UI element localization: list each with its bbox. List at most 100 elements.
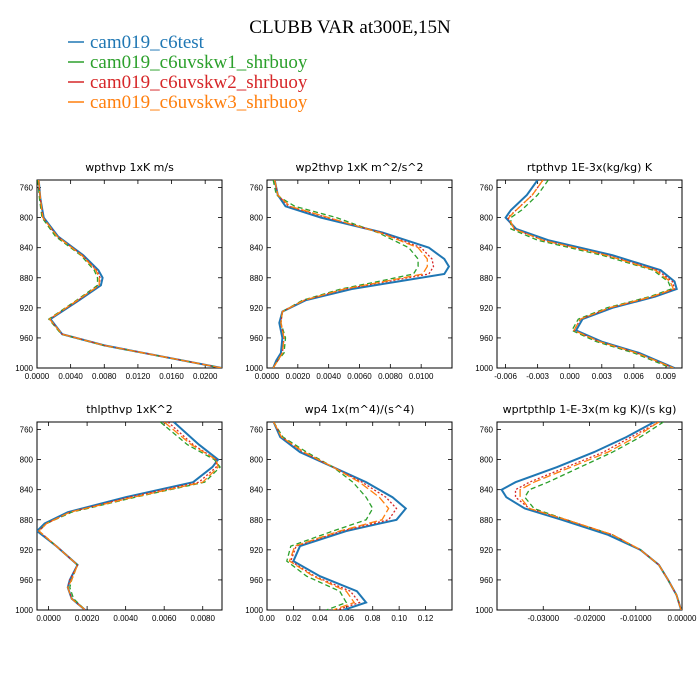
x-tick-label: -0.03000 [527, 614, 559, 623]
series-line [272, 422, 408, 610]
x-tick-label: 0.0200 [193, 372, 218, 381]
x-tick-label: 0.006 [624, 372, 645, 381]
series-line [37, 422, 219, 610]
panel-title: wp4 1x(m^4)/(s^4) [305, 403, 415, 416]
y-tick-label: 1000 [15, 364, 33, 373]
x-tick-label: 0.0060 [347, 372, 372, 381]
x-tick-label: 0.0040 [113, 614, 138, 623]
y-tick-label: 760 [250, 426, 264, 435]
x-tick-label: 0.02 [286, 614, 302, 623]
x-tick-label: -0.006 [494, 372, 517, 381]
y-tick-label: 760 [250, 184, 264, 193]
plot-frame [36, 179, 223, 369]
legend-label: cam019_c6test [90, 32, 205, 53]
x-tick-label: 0.0020 [286, 372, 311, 381]
series-line [272, 180, 451, 368]
y-tick-label: 960 [250, 576, 264, 585]
panel: wp4 1x(m^4)/(s^4)76080084088092096010000… [245, 403, 453, 623]
y-tick-label: 800 [250, 214, 264, 223]
x-tick-label: 0.0000 [255, 372, 280, 381]
y-tick-label: 960 [480, 334, 494, 343]
y-tick-label: 880 [480, 516, 494, 525]
x-tick-label: 0.04 [312, 614, 328, 623]
x-tick-label: 0.003 [592, 372, 613, 381]
x-tick-label: 0.0080 [92, 372, 117, 381]
y-tick-label: 920 [480, 304, 494, 313]
y-tick-label: 800 [20, 214, 34, 223]
legend-label: cam019_c6uvskw3_shrbuoy [90, 92, 308, 113]
y-tick-label: 920 [480, 546, 494, 555]
panel: rtpthvp 1E-3x(kg/kg) K 760 800 840 880 920 960… [475, 161, 683, 381]
x-tick-label: 0.00000 [668, 614, 697, 623]
y-tick-label: 960 [250, 334, 264, 343]
y-tick-label: 880 [250, 274, 264, 283]
y-tick-label: 760 [480, 184, 494, 193]
series-line [273, 422, 374, 610]
panel: wprtpthlp 1-E-3x(m kg K)/(s kg) 760 800 840… [475, 403, 697, 623]
legend-label: cam019_c6uvskw1_shrbuoy [90, 52, 308, 73]
y-tick-label: 1000 [245, 606, 263, 615]
series-line [37, 422, 221, 610]
series-line [508, 180, 675, 368]
x-tick-label: 0.0120 [126, 372, 151, 381]
x-tick-label: 0.0020 [75, 614, 100, 623]
y-tick-label: 840 [20, 244, 34, 253]
y-tick-label: 760 [20, 184, 34, 193]
y-tick-label: 1000 [15, 606, 33, 615]
x-tick-label: 0.009 [656, 372, 677, 381]
y-tick-label: 800 [480, 456, 494, 465]
y-tick-label: 840 [250, 244, 264, 253]
panel: thlpthvp 1xK^276080084088092096010000.00… [15, 403, 223, 623]
y-tick-label: 800 [480, 214, 494, 223]
series-line [500, 422, 682, 610]
series-line [37, 180, 222, 368]
y-tick-label: 920 [20, 304, 34, 313]
legend: cam019_c6testcam019_c6uvskw1_shrbuoycam0… [68, 32, 308, 113]
y-tick-label: 760 [20, 426, 34, 435]
y-tick-label: 880 [250, 516, 264, 525]
x-tick-label: 0.000 [560, 372, 581, 381]
plot-frame [496, 179, 683, 369]
series-line [38, 180, 222, 368]
x-tick-label: 0.0080 [378, 372, 403, 381]
x-tick-label: 0.08 [365, 614, 381, 623]
y-tick-label: 920 [250, 546, 264, 555]
series-line [37, 422, 217, 610]
y-tick-label: 800 [20, 456, 34, 465]
y-tick-label: 920 [20, 546, 34, 555]
series-line [273, 422, 398, 610]
x-tick-label: 0.0100 [409, 372, 434, 381]
plot-frame [266, 421, 453, 611]
panel-title: wpthvp 1xK m/s [85, 161, 174, 174]
series-line [504, 180, 678, 368]
panel-grid: wpthvp 1xK m/s76080084088092096010000.00… [15, 161, 697, 623]
legend-label: cam019_c6uvskw2_shrbuoy [90, 72, 308, 93]
y-tick-label: 960 [20, 576, 34, 585]
x-tick-label: 0.00 [259, 614, 275, 623]
y-tick-label: 1000 [475, 606, 493, 615]
x-tick-label: 0.12 [418, 614, 434, 623]
panel-title: thlpthvp 1xK^2 [86, 403, 173, 416]
x-tick-label: 0.10 [391, 614, 407, 623]
x-tick-label: 0.0060 [152, 614, 177, 623]
y-tick-label: 960 [20, 334, 34, 343]
panel-title: rtpthvp 1E-3x(kg/kg) K [527, 161, 653, 174]
x-tick-label: -0.003 [526, 372, 549, 381]
series-line [272, 180, 435, 368]
plot-frame [496, 421, 683, 611]
x-tick-label: 0.0000 [25, 372, 50, 381]
panel-title: wprtpthlp 1-E-3x(m kg K)/(s kg) [503, 403, 677, 416]
y-tick-label: 880 [480, 274, 494, 283]
series-line [519, 422, 682, 610]
y-tick-label: 920 [250, 304, 264, 313]
x-tick-label: 0.0040 [58, 372, 83, 381]
y-tick-label: 1000 [475, 364, 493, 373]
series-line [272, 180, 419, 368]
x-tick-label: 0.06 [338, 614, 354, 623]
y-tick-label: 840 [20, 486, 34, 495]
y-tick-label: 960 [480, 576, 494, 585]
y-tick-label: 760 [480, 426, 494, 435]
series-line [272, 180, 428, 368]
plot-frame [36, 421, 223, 611]
x-tick-label: 0.0000 [36, 614, 61, 623]
